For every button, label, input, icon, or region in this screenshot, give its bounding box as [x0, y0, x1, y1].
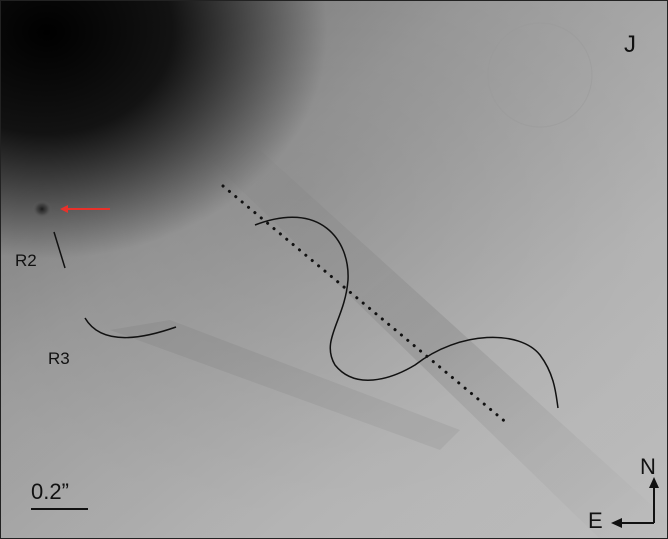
compass-east-label: E: [588, 508, 603, 533]
r3-arc: [84, 317, 177, 339]
r2-marker-line: [53, 231, 66, 269]
sinusoidal-model-curve: [254, 216, 559, 409]
scale-bar-label: 0.2”: [31, 479, 69, 504]
source-label-r2: R2: [15, 251, 37, 270]
source-label-r3: R3: [48, 349, 70, 368]
band-label: J: [624, 31, 636, 58]
scale-bar: [31, 508, 88, 510]
point-source: [32, 200, 52, 218]
compass-north-label: N: [640, 454, 656, 479]
